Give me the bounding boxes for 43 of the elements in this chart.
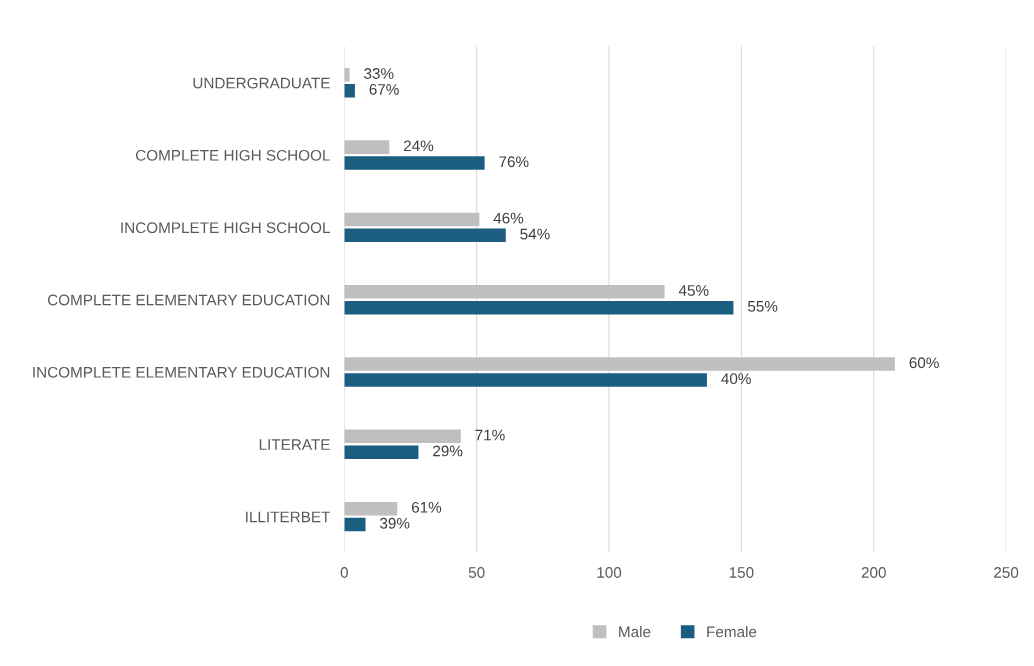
annotation: 24%	[403, 140, 434, 152]
y-tick-label: ILLITERBET	[246, 511, 331, 523]
bar	[344, 501, 398, 516]
legend-label: Female	[707, 626, 757, 638]
annotation: 61%	[411, 501, 442, 513]
annotation: 40%	[721, 373, 751, 385]
bar	[344, 300, 734, 315]
bar	[344, 429, 461, 444]
x-tick-label: 150	[729, 567, 754, 578]
annotation: 54%	[520, 228, 550, 240]
annotation: 67%	[369, 84, 399, 95]
bar	[344, 228, 506, 243]
bar	[344, 284, 665, 299]
bar	[344, 373, 707, 387]
bar	[344, 517, 366, 532]
y-tick-label: LITERATE	[259, 439, 330, 450]
annotation: 29%	[433, 445, 463, 457]
bar	[344, 445, 419, 460]
legend-label: Male	[619, 626, 651, 638]
annotation: 39%	[379, 517, 410, 529]
y-tick-label: UNDERGRADUATE	[193, 77, 330, 89]
y-tick-label: INCOMPLETE ELEMENTARY EDUCATION	[33, 366, 330, 378]
bar	[344, 68, 350, 82]
bar	[344, 83, 355, 98]
y-tick-label: INCOMPLETE HIGH SCHOOL	[121, 222, 330, 234]
x-tick-label: 250	[994, 567, 1019, 578]
y-tick-label: COMPLETE ELEMENTARY EDUCATION	[47, 294, 330, 306]
x-tick-label: 50	[468, 567, 485, 578]
bar	[344, 357, 895, 371]
bar	[344, 156, 485, 170]
y-tick-label: COMPLETE HIGH SCHOOL	[135, 149, 330, 161]
annotation: 45%	[678, 285, 709, 296]
annotation: 71%	[475, 429, 505, 441]
annotation: 33%	[364, 68, 394, 79]
annotation: 76%	[499, 156, 529, 168]
bar	[344, 140, 390, 154]
x-tick-label: 200	[861, 567, 886, 578]
annotation: 55%	[747, 301, 778, 312]
annotation: 46%	[493, 212, 524, 224]
annotation: 60%	[909, 357, 939, 369]
x-tick-label: 0	[340, 567, 348, 578]
x-tick-label: 100	[597, 567, 622, 578]
bar	[344, 212, 480, 227]
